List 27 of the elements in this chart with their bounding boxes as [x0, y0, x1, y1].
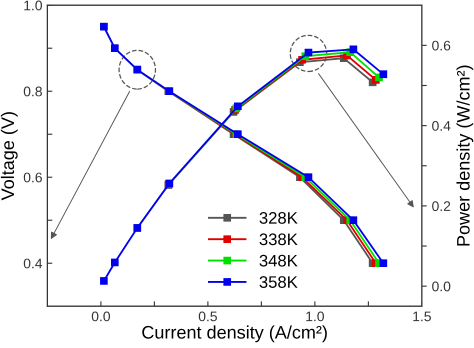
point [110, 258, 119, 266]
legend-label: 358K [260, 276, 298, 288]
y2-tick-label: 0.0 [432, 282, 450, 292]
point [380, 259, 388, 268]
y2-tick-label: 0.2 [432, 201, 450, 212]
point [304, 48, 312, 56]
point [350, 46, 358, 54]
y-tick-label: 0.8 [24, 86, 42, 96]
point [380, 70, 388, 78]
point [304, 173, 312, 182]
x-tick-label: 1.0 [306, 311, 324, 322]
x-tick-label: 1.5 [413, 312, 431, 322]
y2-tick-label: 0.4 [432, 120, 450, 131]
x-tick-label: 0.0 [92, 311, 110, 322]
legend-label: 348K [260, 254, 298, 267]
point [350, 216, 358, 224]
y-tick-label: 0.6 [24, 172, 42, 182]
x-axis-title: Current density (A/cm²) [142, 325, 327, 342]
y-tick-label: 1.0 [24, 0, 42, 10]
legend-label: 338K [260, 233, 298, 246]
legend-label: 328K [260, 212, 298, 224]
y2-tick-label: 0.6 [432, 40, 450, 51]
y-axis-title: Voltage (V) [0, 112, 18, 200]
y-tick-label: 0.4 [24, 258, 42, 268]
point [100, 277, 108, 285]
x-tick-label: 0.5 [198, 311, 217, 322]
y2-axis-title: Power density (W/cm²) [456, 66, 474, 246]
